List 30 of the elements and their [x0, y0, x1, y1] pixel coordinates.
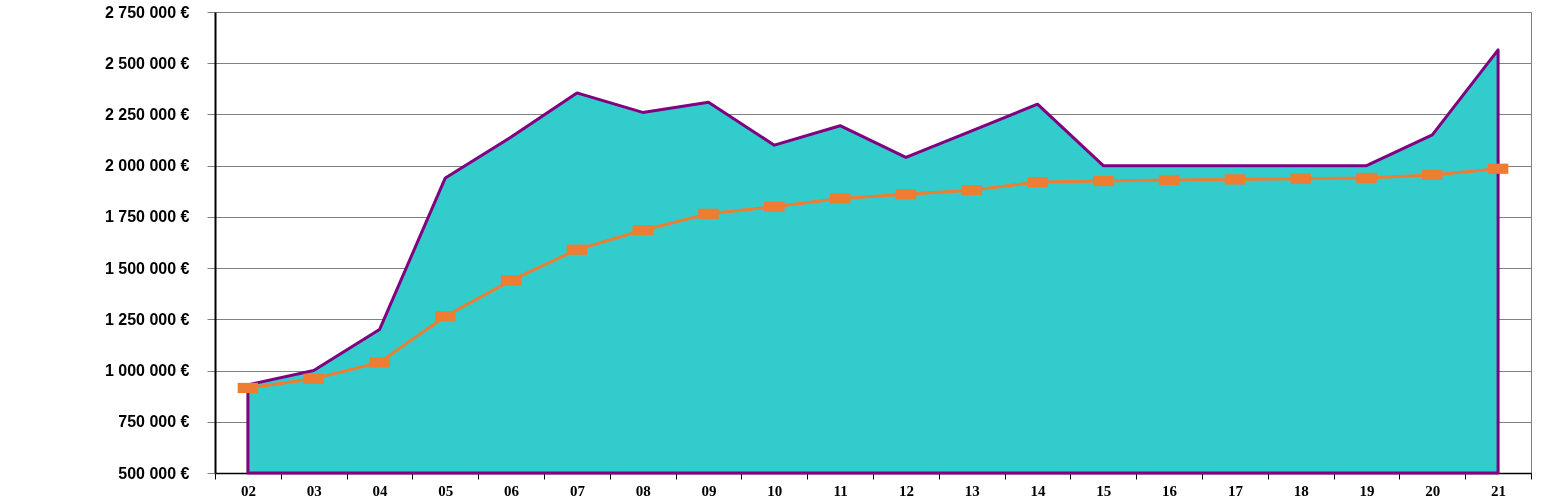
- y-tick-label: 2 000 000 €: [104, 157, 190, 175]
- x-tick-label: 04: [372, 482, 388, 496]
- x-tick-label: 05: [438, 482, 454, 496]
- x-tick-label: 07: [569, 482, 586, 496]
- y-tick-label: 1 500 000 €: [104, 259, 190, 277]
- x-tick-label: 06: [504, 482, 520, 496]
- x-tick-label: 15: [1096, 482, 1112, 496]
- y-tick-label: 1 000 000 €: [104, 362, 190, 380]
- x-tick-label: 14: [1030, 482, 1046, 496]
- y-tick-label: 1 750 000 €: [104, 208, 190, 226]
- x-tick-label: 11: [833, 482, 848, 496]
- x-tick-label: 09: [701, 482, 717, 496]
- y-tick-label: 2 250 000 €: [104, 105, 190, 123]
- x-tick-label: 03: [306, 482, 322, 496]
- x-tick-label: 02: [240, 482, 256, 496]
- x-tick-label: 10: [767, 482, 783, 496]
- x-tick-label: 21: [1491, 482, 1507, 496]
- x-tick-label: 16: [1162, 482, 1178, 496]
- y-tick-label: 500 000 €: [118, 464, 190, 482]
- y-tick-label: 2 750 000 €: [104, 3, 190, 21]
- x-tick-label: 19: [1359, 482, 1375, 496]
- x-tick-label: 18: [1293, 482, 1309, 496]
- x-tick-label: 20: [1425, 482, 1441, 496]
- y-tick-label: 2 500 000 €: [104, 54, 190, 72]
- y-tick-label: 750 000 €: [118, 413, 190, 431]
- x-tick-label: 13: [964, 482, 980, 496]
- x-tick-label: 17: [1227, 482, 1244, 496]
- x-tick-label: 08: [635, 482, 651, 496]
- x-tick-label: 12: [898, 482, 914, 496]
- y-tick-label: 1 250 000 €: [104, 310, 190, 328]
